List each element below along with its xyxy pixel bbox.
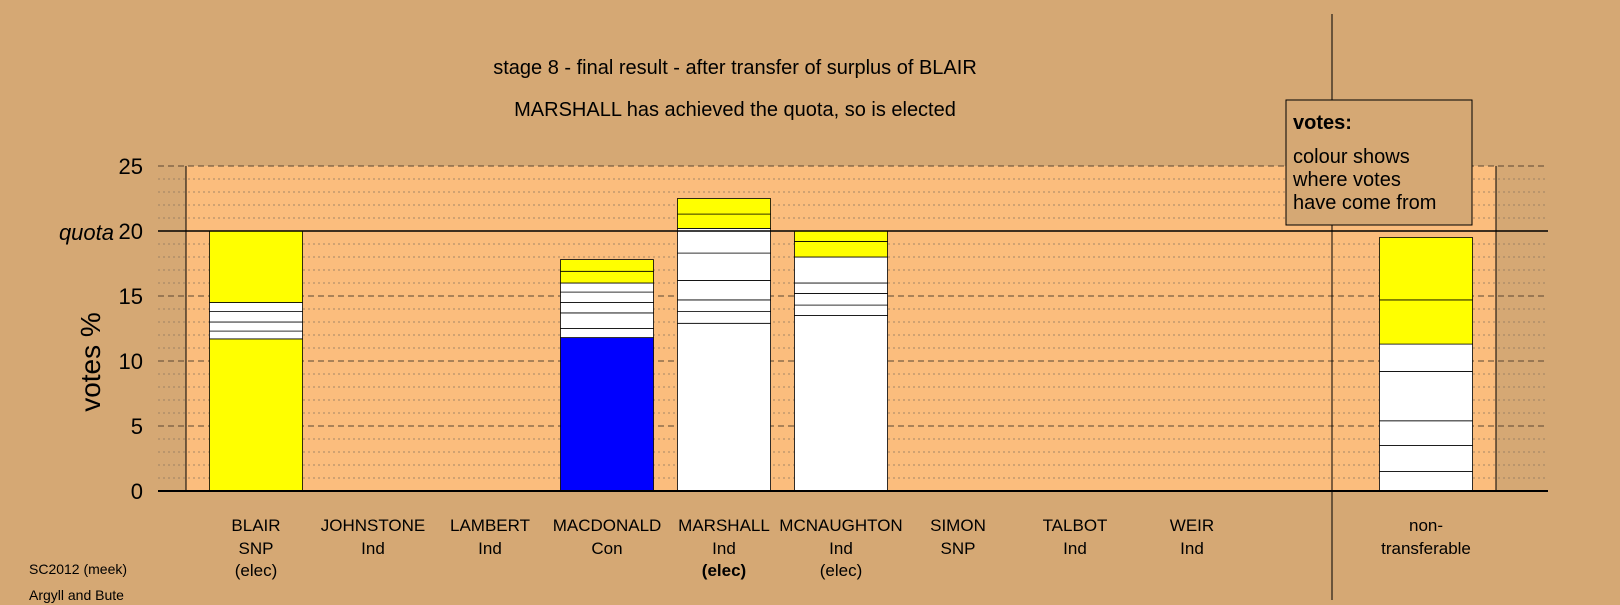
bar-segment	[677, 213, 771, 229]
candidate-party-label: Ind	[1063, 539, 1087, 558]
bar-segment	[794, 304, 888, 316]
bar-segment	[677, 311, 771, 324]
bar-segment	[794, 230, 888, 242]
bar-segment	[1379, 343, 1473, 372]
bar-segment	[560, 302, 654, 314]
candidate-name-label: JOHNSTONE	[321, 516, 426, 535]
candidate-party-label: SNP	[941, 539, 976, 558]
bar-segment	[794, 282, 888, 294]
bar-segment	[209, 230, 303, 303]
bar-segment	[794, 315, 888, 492]
candidate-name-label: BLAIR	[231, 516, 280, 535]
chart-subtitle: MARSHALL has achieved the quota, so is e…	[514, 99, 956, 121]
bar-segment	[560, 259, 654, 272]
bar-segment	[677, 322, 771, 492]
bar-segment	[677, 198, 771, 215]
bar-segment	[209, 330, 303, 340]
footer-council-name: Argyll and Bute	[29, 587, 124, 603]
bar-segment	[560, 337, 654, 492]
bar-mcnaughton	[794, 230, 888, 492]
bar-segment	[677, 227, 771, 254]
bar-blair	[209, 230, 303, 492]
candidate-name-label: TALBOT	[1043, 516, 1108, 535]
bar-segment	[209, 311, 303, 323]
bar-segment	[209, 302, 303, 312]
candidate-status-label: (elec)	[235, 561, 278, 580]
y-tick-label: 5	[131, 414, 143, 439]
legend-line-3: have come from	[1293, 192, 1436, 214]
candidate-name-label: SIMON	[930, 516, 986, 535]
candidate-party-label: SNP	[239, 539, 274, 558]
bar-segment	[794, 256, 888, 284]
legend-line-1: colour shows	[1293, 146, 1410, 168]
bar-segment	[209, 338, 303, 492]
candidate-name-label: MCNAUGHTON	[779, 516, 902, 535]
bar-segment	[677, 279, 771, 301]
bar-segment	[1379, 299, 1473, 345]
candidate-party-label: Ind	[478, 539, 502, 558]
bar-segment	[1379, 237, 1473, 301]
footer-election-id: SC2012 (meek)	[29, 561, 128, 577]
bar-nontransferable	[1379, 237, 1473, 492]
y-axis-label: votes %	[75, 312, 106, 412]
nontransferable-label: non-	[1409, 516, 1443, 535]
bar-marshall	[677, 198, 771, 492]
candidate-party-label: Ind	[829, 539, 853, 558]
y-tick-label: 20	[119, 219, 143, 244]
candidate-name-label: MARSHALL	[678, 516, 770, 535]
bar-segment	[1379, 471, 1473, 492]
bar-segment	[560, 282, 654, 293]
bars	[209, 198, 1473, 492]
x-labels: BLAIR SNP (elec) JOHNSTONE Ind LAMBERT Ind MACD…	[231, 516, 1470, 580]
candidate-party-label: Ind	[1180, 539, 1204, 558]
bar-segment	[794, 292, 888, 306]
bar-segment	[209, 321, 303, 332]
bar-segment	[560, 328, 654, 338]
chart-title: stage 8 - final result - after transfer …	[493, 57, 977, 79]
bar-segment	[560, 312, 654, 329]
bar-segment	[677, 252, 771, 281]
candidate-name-label: WEIR	[1170, 516, 1214, 535]
y-tick-label: 25	[119, 154, 143, 179]
bar-segment	[560, 270, 654, 284]
bar-segment	[677, 299, 771, 312]
bar-segment	[1379, 445, 1473, 472]
bar-segment	[794, 240, 888, 258]
y-tick-label: 15	[119, 284, 143, 309]
bar-macdonald	[560, 259, 654, 492]
legend-frame	[1285, 99, 1473, 226]
y-tick-label: 10	[119, 349, 143, 374]
quota-label: quota	[59, 220, 114, 245]
candidate-status-label: (elec)	[702, 561, 746, 580]
candidate-name-label: LAMBERT	[450, 516, 530, 535]
nontransferable-label: transferable	[1381, 539, 1471, 558]
bar-segment	[560, 291, 654, 303]
bar-segment	[1379, 370, 1473, 422]
candidate-party-label: Con	[591, 539, 622, 558]
candidate-status-label: (elec)	[820, 561, 863, 580]
legend-title: votes:	[1293, 112, 1352, 134]
y-ticks: 0 5 10 15 20 25	[119, 154, 143, 504]
y-tick-label: 0	[131, 479, 143, 504]
candidate-party-label: Ind	[361, 539, 385, 558]
legend-line-2: where votes	[1292, 169, 1401, 191]
bar-segment	[1379, 420, 1473, 446]
candidate-name-label: MACDONALD	[553, 516, 662, 535]
candidate-party-label: Ind	[712, 539, 736, 558]
legend-box: votes: colour shows where votes have com…	[1285, 99, 1473, 226]
